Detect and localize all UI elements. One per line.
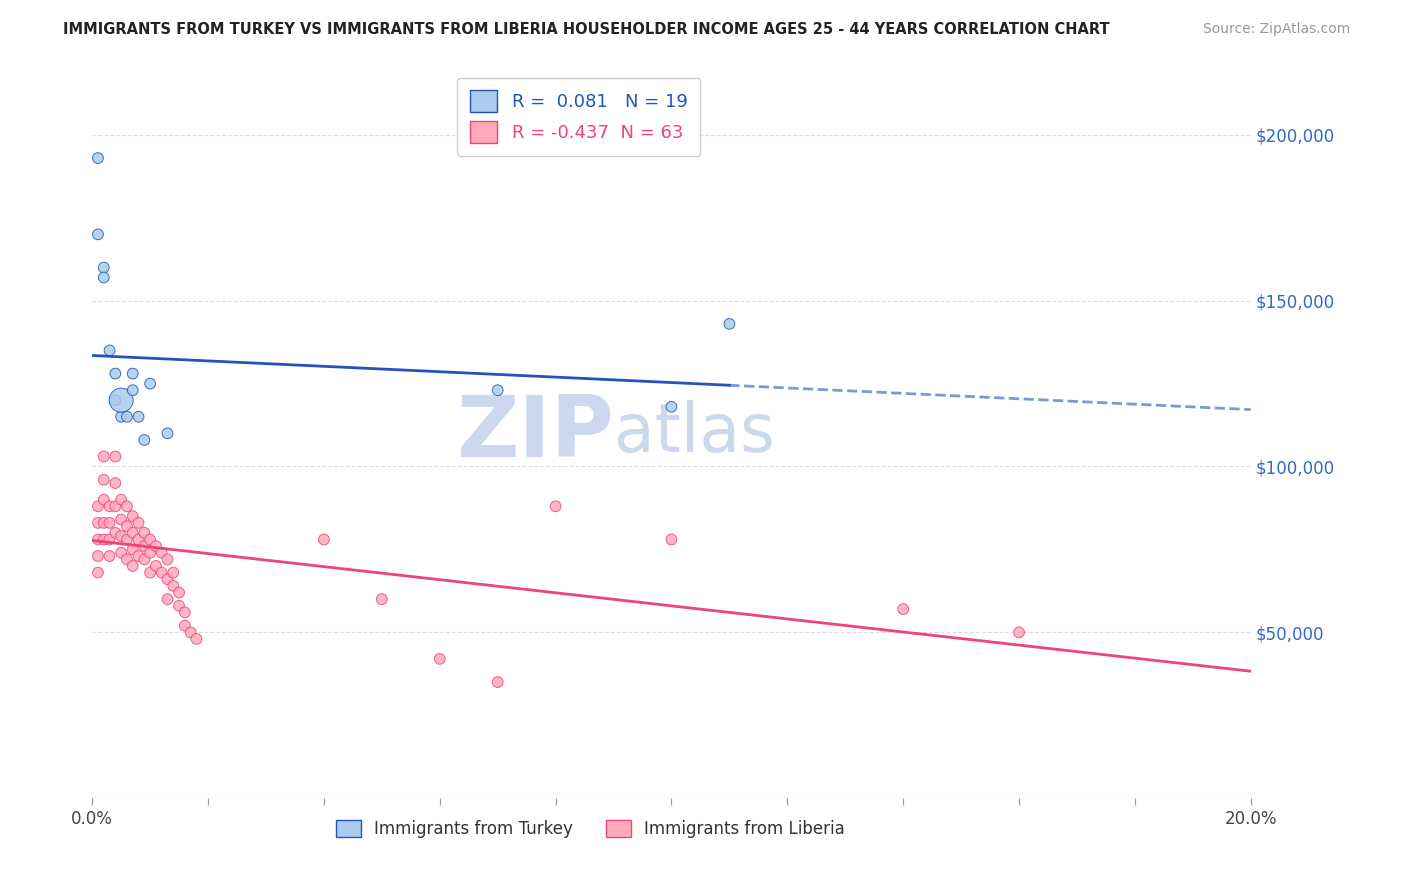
Point [173, 606, 195, 620]
Point [115, 552, 138, 566]
Point [87, 566, 110, 580]
Point [139, 376, 162, 391]
Point [156, 552, 179, 566]
Point [486, 383, 509, 397]
Point [98, 343, 121, 358]
Point [150, 546, 173, 560]
Point [115, 533, 138, 547]
Point [134, 552, 156, 566]
Point [718, 317, 741, 331]
Point [167, 599, 190, 613]
Point [312, 533, 335, 547]
Point [162, 566, 184, 580]
Point [121, 509, 143, 524]
Point [162, 579, 184, 593]
Point [156, 572, 179, 586]
Point [121, 525, 143, 540]
Point [429, 652, 451, 666]
Point [98, 500, 121, 514]
Point [110, 512, 132, 526]
Text: ZIP: ZIP [456, 392, 613, 475]
Point [139, 566, 162, 580]
Point [173, 618, 195, 632]
Point [115, 500, 138, 514]
Point [121, 559, 143, 574]
Point [104, 450, 127, 464]
Point [150, 566, 173, 580]
Point [87, 500, 110, 514]
Point [134, 539, 156, 553]
Point [98, 516, 121, 530]
Point [87, 227, 110, 242]
Point [115, 519, 138, 533]
Point [128, 533, 150, 547]
Point [110, 409, 132, 424]
Point [104, 500, 127, 514]
Point [93, 516, 115, 530]
Point [128, 516, 150, 530]
Point [544, 500, 567, 514]
Point [661, 533, 683, 547]
Point [110, 546, 132, 560]
Point [98, 533, 121, 547]
Point [104, 367, 127, 381]
Text: Source: ZipAtlas.com: Source: ZipAtlas.com [1202, 22, 1350, 37]
Point [104, 393, 127, 408]
Text: IMMIGRANTS FROM TURKEY VS IMMIGRANTS FROM LIBERIA HOUSEHOLDER INCOME AGES 25 - 4: IMMIGRANTS FROM TURKEY VS IMMIGRANTS FRO… [63, 22, 1109, 37]
Point [145, 559, 167, 574]
Point [139, 546, 162, 560]
Point [104, 476, 127, 491]
Point [891, 602, 914, 616]
Point [1008, 625, 1031, 640]
Point [167, 585, 190, 599]
Point [93, 450, 115, 464]
Point [371, 592, 394, 607]
Point [93, 492, 115, 507]
Point [156, 426, 179, 441]
Point [121, 367, 143, 381]
Point [110, 529, 132, 543]
Point [87, 516, 110, 530]
Point [87, 533, 110, 547]
Point [128, 549, 150, 563]
Point [98, 549, 121, 563]
Point [87, 151, 110, 165]
Point [87, 549, 110, 563]
Point [93, 473, 115, 487]
Point [104, 525, 127, 540]
Point [180, 625, 202, 640]
Point [121, 383, 143, 397]
Point [110, 492, 132, 507]
Point [115, 409, 138, 424]
Point [134, 525, 156, 540]
Point [145, 539, 167, 553]
Point [93, 260, 115, 275]
Point [128, 409, 150, 424]
Point [139, 533, 162, 547]
Point [156, 592, 179, 607]
Point [110, 393, 132, 408]
Point [134, 433, 156, 447]
Point [93, 270, 115, 285]
Point [486, 675, 509, 690]
Point [93, 533, 115, 547]
Point [661, 400, 683, 414]
Text: atlas: atlas [613, 401, 775, 467]
Point [186, 632, 208, 646]
Point [121, 542, 143, 557]
Legend: Immigrants from Turkey, Immigrants from Liberia: Immigrants from Turkey, Immigrants from … [329, 813, 852, 845]
